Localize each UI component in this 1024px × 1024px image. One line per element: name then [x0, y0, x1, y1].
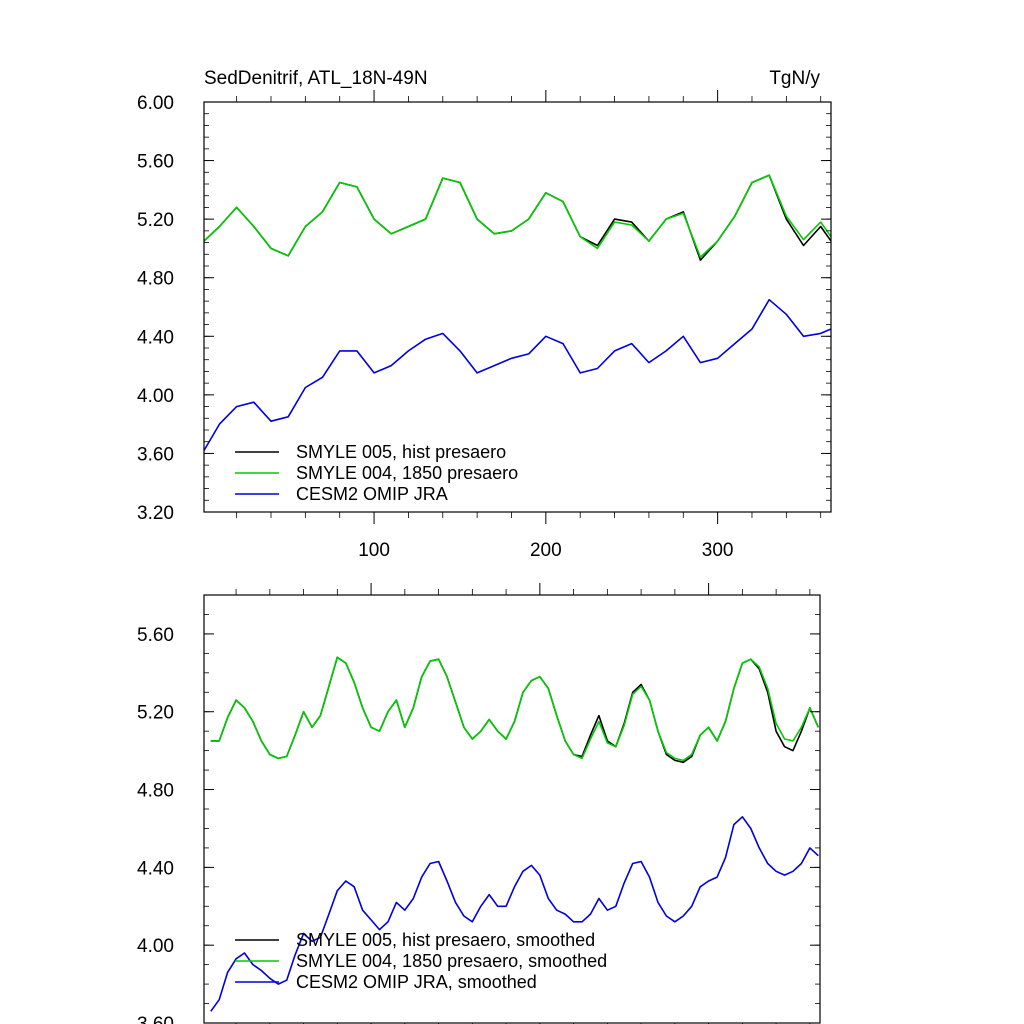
bottom-panel: 3.60 4.00 4.40 4.80 5.20 5.60 SMYLE 005, hist… — [137, 583, 821, 1024]
bottom-legend-label-1: SMYLE 004, 1850 presaero, smoothed — [296, 951, 607, 971]
top-legend-label-1: SMYLE 004, 1850 presaero — [296, 463, 518, 483]
bottom-y-tick-label: 3.60 — [137, 1014, 174, 1024]
top-x-tick-label: 200 — [530, 540, 562, 561]
top-y-tick-label: 6.00 — [137, 93, 174, 114]
top-y-tick-label: 4.00 — [137, 386, 174, 407]
top-legend-label-2: CESM2 OMIP JRA — [296, 484, 448, 504]
top-legend-label-0: SMYLE 005, hist presaero — [296, 442, 506, 462]
top-x-tick-label: 300 — [702, 540, 734, 561]
top-plot-frame — [203, 101, 832, 513]
bottom-plot-frame — [203, 594, 821, 1024]
bottom-y-tick-label: 4.40 — [137, 858, 174, 879]
bottom-y-tick-label: 5.60 — [137, 625, 174, 646]
top-y-tick-label: 3.20 — [137, 503, 174, 524]
bottom-legend: SMYLE 005, hist presaero, smoothedSMYLE … — [235, 930, 607, 992]
top-series-line-1 — [203, 174, 832, 259]
top-y-tick-label: 4.80 — [137, 269, 174, 290]
bottom-series-line-1 — [210, 656, 820, 762]
chart-title: SedDenitrif, ATL_18N-49N — [204, 68, 428, 89]
bottom-legend-label-2: CESM2 OMIP JRA, smoothed — [296, 972, 537, 992]
top-panel: SedDenitrif, ATL_18N-49N TgN/y 3.20 3.60 4… — [137, 68, 832, 561]
top-series-group — [203, 174, 832, 451]
bottom-series-line-2 — [210, 815, 819, 1012]
top-x-tick-label: 100 — [358, 540, 390, 561]
bottom-legend-label-0: SMYLE 005, hist presaero, smoothed — [296, 930, 595, 950]
top-series-line-2 — [203, 298, 832, 451]
units-label: TgN/y — [769, 68, 820, 89]
top-y-tick-label: 3.60 — [137, 444, 174, 465]
top-axes: 3.20 3.60 4.00 4.40 4.80 5.20 5.60 6.00 100 200 30… — [137, 90, 831, 561]
bottom-series-line-0 — [210, 656, 820, 764]
top-series-line-0 — [203, 174, 832, 261]
bottom-series-group — [210, 656, 820, 1012]
top-y-tick-label: 5.20 — [137, 210, 174, 231]
bottom-y-tick-label: 4.80 — [137, 781, 174, 802]
bottom-y-tick-label: 5.20 — [137, 703, 174, 724]
top-y-tick-label: 5.60 — [137, 152, 174, 173]
bottom-axes: 3.60 4.00 4.40 4.80 5.20 5.60 — [137, 583, 820, 1024]
top-y-tick-label: 4.40 — [137, 327, 174, 348]
bottom-y-tick-label: 4.00 — [137, 936, 174, 957]
